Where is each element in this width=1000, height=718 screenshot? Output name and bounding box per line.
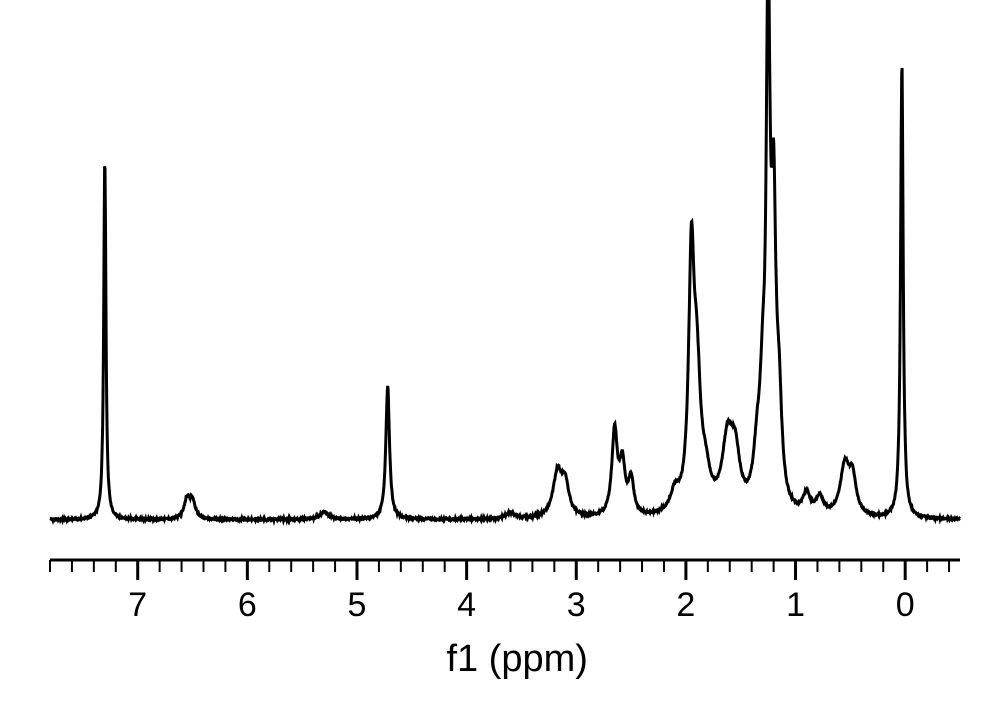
spectrum-plot xyxy=(0,0,1000,718)
x-tick-label: 7 xyxy=(128,586,147,625)
spectrum-line xyxy=(50,0,960,520)
x-tick-label: 3 xyxy=(567,586,586,625)
x-tick-label: 6 xyxy=(238,586,257,625)
x-tick-label: 1 xyxy=(786,586,805,625)
x-tick-label: 2 xyxy=(676,586,695,625)
nmr-chart: 7 6 5 4 3 2 1 0 f1 (ppm) xyxy=(0,0,1000,718)
x-tick-label: 0 xyxy=(896,586,915,625)
x-axis-label: f1 (ppm) xyxy=(446,638,587,681)
x-tick-label: 4 xyxy=(457,586,476,625)
x-tick-label: 5 xyxy=(348,586,367,625)
